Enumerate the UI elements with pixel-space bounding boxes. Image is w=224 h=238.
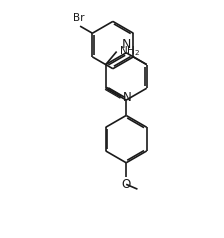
Text: O: O (122, 178, 131, 191)
Text: Br: Br (73, 13, 85, 23)
Text: N: N (122, 38, 131, 51)
Text: NH$_2$: NH$_2$ (119, 45, 141, 59)
Text: N: N (123, 91, 132, 104)
